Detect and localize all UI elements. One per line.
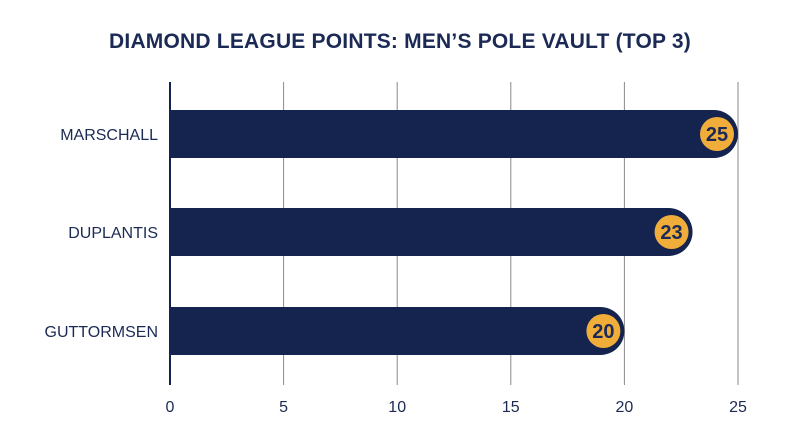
category-label-guttormsen: GUTTORMSEN (45, 324, 158, 341)
value-label-marschall: 25 (706, 124, 728, 146)
x-tick-label-15: 15 (502, 399, 520, 416)
bar-guttormsen (170, 307, 625, 355)
x-tick-label-5: 5 (279, 399, 288, 416)
x-tick-label-10: 10 (388, 399, 406, 416)
bar-duplantis (170, 208, 693, 256)
value-badge-duplantis (654, 215, 689, 249)
value-label-duplantis: 23 (660, 222, 682, 244)
x-tick-labels: 0 5 10 15 20 25 (166, 399, 747, 416)
category-label-duplantis: DUPLANTIS (68, 225, 158, 242)
category-label-marschall: MARSCHALL (60, 127, 158, 144)
x-tick-label-25: 25 (729, 399, 747, 416)
value-badge-marschall (700, 117, 734, 151)
bars: 25 23 20 (170, 110, 738, 355)
chart-title: DIAMOND LEAGUE POINTS: MEN’S POLE VAULT … (109, 30, 691, 53)
value-badge-guttormsen (586, 314, 621, 348)
x-tick-label-0: 0 (166, 399, 175, 416)
x-tick-label-20: 20 (616, 399, 634, 416)
category-labels: MARSCHALL DUPLANTIS GUTTORMSEN (45, 127, 159, 341)
value-label-guttormsen: 20 (592, 321, 614, 343)
bar-marschall (170, 110, 738, 158)
